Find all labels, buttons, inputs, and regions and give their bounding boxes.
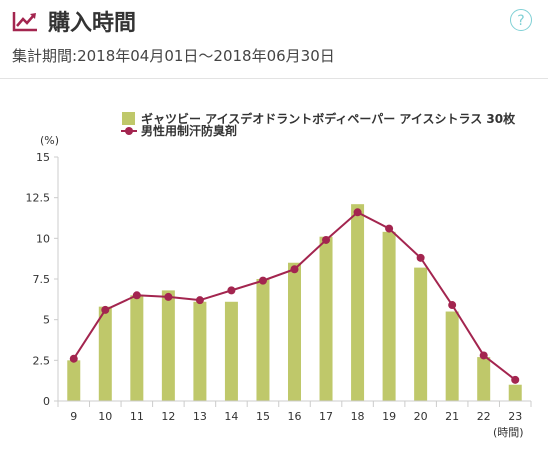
line-point (290, 265, 299, 274)
period-value: 2018年04月01日〜2018年06月30日 (77, 47, 335, 65)
bar (67, 360, 81, 401)
bar (193, 301, 207, 401)
bar (477, 357, 491, 401)
chart-legend: ギャツビー アイスデオドラントボディペーパー アイスシトラス 30枚 男性用制汗… (121, 111, 516, 138)
line-point (164, 292, 173, 301)
bar (351, 204, 365, 401)
line-point (227, 286, 236, 295)
x-tick-label: 10 (98, 410, 112, 423)
bar (414, 267, 428, 401)
help-icon[interactable]: ? (510, 9, 532, 31)
bar (319, 236, 333, 401)
line-point (258, 276, 267, 285)
period-text: 集計期間:2018年04月01日〜2018年06月30日 (12, 45, 335, 66)
x-tick-label: 15 (256, 410, 270, 423)
line-point (101, 305, 110, 314)
x-tick-label: 19 (382, 410, 396, 423)
x-tick-label: 21 (445, 410, 459, 423)
bar (256, 279, 270, 401)
bar (382, 231, 396, 401)
legend-bar-label: ギャツビー アイスデオドラントボディペーパー アイスシトラス 30枚 (141, 111, 516, 126)
report-header: 購入時間 ? 集計期間:2018年04月01日〜2018年06月30日 (0, 0, 548, 79)
bar (161, 290, 175, 401)
legend-bar-swatch (122, 112, 135, 125)
x-tick-label: 18 (351, 410, 365, 423)
line-point (511, 375, 520, 384)
line-point (353, 208, 362, 217)
line-point (385, 224, 394, 233)
x-tick-label: 12 (161, 410, 175, 423)
bar (508, 384, 522, 401)
line-point (479, 351, 488, 360)
line-point (132, 291, 141, 300)
x-axis-label: (時間) (493, 426, 524, 439)
x-tick-label: 13 (193, 410, 207, 423)
line-point (322, 235, 331, 244)
legend-line-marker (125, 127, 133, 135)
line-point (195, 296, 204, 305)
bar (98, 306, 112, 401)
line-point (416, 253, 425, 262)
y-tick-label: 7.5 (33, 273, 51, 286)
y-tick-label: 12.5 (26, 192, 51, 205)
y-tick-label: 0 (43, 395, 50, 408)
legend-line-label: 男性用制汗防臭剤 (141, 123, 237, 138)
y-tick-label: 2.5 (33, 354, 51, 367)
x-tick-label: 23 (508, 410, 522, 423)
page-title: 購入時間 (48, 11, 137, 36)
bar (224, 301, 238, 401)
x-tick-label: 14 (224, 410, 238, 423)
x-tick-label: 20 (414, 410, 428, 423)
y-tick-label: 15 (36, 151, 50, 164)
plot-area: 0 2.5 5 7.5 10 12.5 15 9 10 11 12 13 14 15 16 17 18 19 20 2… (26, 151, 532, 423)
x-tick-label: 16 (288, 410, 302, 423)
y-tick-label: 5 (43, 314, 50, 327)
x-tick-label: 22 (477, 410, 491, 423)
line-point (69, 354, 78, 363)
x-tick-label: 17 (319, 410, 333, 423)
x-tick-label: 11 (130, 410, 144, 423)
x-tick-label: 9 (70, 410, 77, 423)
period-label: 集計期間: (12, 47, 78, 65)
line-point (448, 301, 457, 310)
bar (288, 262, 301, 401)
trend-line-icon (12, 12, 37, 32)
bar (445, 311, 459, 401)
y-axis-label: (%) (40, 134, 59, 147)
bar (130, 295, 144, 401)
y-tick-label: 10 (36, 232, 50, 245)
